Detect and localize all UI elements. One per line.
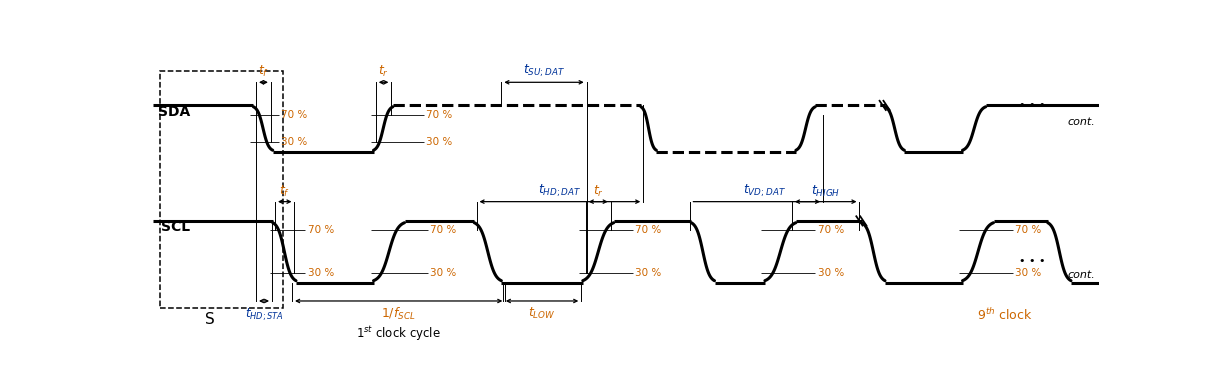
Text: S: S bbox=[205, 312, 215, 327]
Text: 70 %: 70 % bbox=[818, 225, 844, 235]
Text: $1 / f_{SCL}$: $1 / f_{SCL}$ bbox=[381, 306, 416, 322]
Text: 70 %: 70 % bbox=[281, 110, 308, 120]
Text: $t_{HIGH}$: $t_{HIGH}$ bbox=[811, 184, 840, 199]
Text: $t_{LOW}$: $t_{LOW}$ bbox=[529, 306, 556, 322]
Text: 1$^{st}$ clock cycle: 1$^{st}$ clock cycle bbox=[357, 324, 441, 343]
Text: 70 %: 70 % bbox=[635, 225, 662, 235]
Text: $t_r$: $t_r$ bbox=[592, 184, 603, 199]
Text: 30 %: 30 % bbox=[818, 268, 844, 278]
Text: $t_{HD;DAT}$: $t_{HD;DAT}$ bbox=[538, 182, 581, 199]
Text: 30 %: 30 % bbox=[430, 268, 457, 278]
Text: $t_f$: $t_f$ bbox=[280, 184, 291, 199]
Text: SCL: SCL bbox=[161, 220, 189, 234]
Text: • • •: • • • bbox=[1020, 100, 1045, 110]
Text: $t_f$: $t_f$ bbox=[258, 64, 269, 79]
Text: 30 %: 30 % bbox=[308, 268, 333, 278]
Text: 30 %: 30 % bbox=[635, 268, 662, 278]
Text: SDA: SDA bbox=[158, 104, 189, 119]
Text: $t_{HD;STA}$: $t_{HD;STA}$ bbox=[244, 306, 283, 323]
Text: $t_{SU;DAT}$: $t_{SU;DAT}$ bbox=[523, 63, 565, 79]
Text: 30 %: 30 % bbox=[1015, 268, 1042, 278]
Text: 30 %: 30 % bbox=[426, 137, 453, 147]
Text: 70 %: 70 % bbox=[1015, 225, 1042, 235]
Text: $t_{VD;DAT}$: $t_{VD;DAT}$ bbox=[744, 182, 786, 199]
Text: • • •: • • • bbox=[1020, 256, 1045, 266]
Text: cont.: cont. bbox=[1067, 117, 1095, 127]
Text: 9$^{th}$ clock: 9$^{th}$ clock bbox=[977, 307, 1033, 323]
Text: cont.: cont. bbox=[1067, 270, 1095, 280]
Text: 30 %: 30 % bbox=[281, 137, 308, 147]
Bar bbox=[160, 71, 283, 308]
Text: 70 %: 70 % bbox=[430, 225, 457, 235]
Text: 70 %: 70 % bbox=[426, 110, 453, 120]
Text: $t_r$: $t_r$ bbox=[379, 64, 389, 79]
Text: 70 %: 70 % bbox=[308, 225, 333, 235]
